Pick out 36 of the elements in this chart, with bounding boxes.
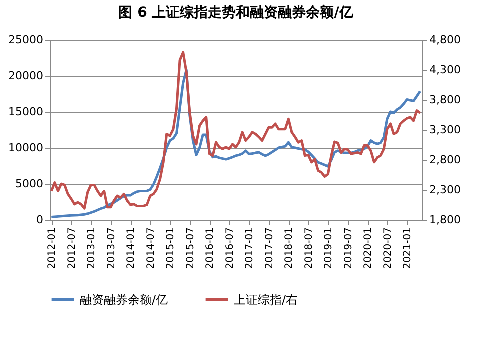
x-tick-label: 2013-07 (106, 228, 118, 270)
x-tick-label: 2019-07 (343, 228, 354, 270)
y-tick-label: 0 (36, 214, 44, 226)
x-tick-label: 2018-07 (304, 228, 315, 270)
x-tick-label: 2015-01 (166, 228, 177, 270)
x-tick-label: 2016-07 (224, 228, 236, 270)
x-tick-label: 2020-01 (363, 228, 374, 270)
y-tick-label: 25000 (8, 34, 44, 46)
x-tick-label: 2018-01 (284, 228, 296, 270)
y-tick-label: 5000 (16, 178, 44, 190)
y2-tick-label: 1,800 (430, 214, 461, 226)
y2-tick-label: 4,800 (430, 34, 461, 46)
line-series (50, 51, 422, 210)
legend-label: 融资融券余额/亿 (80, 293, 168, 307)
x-tick-label: 2013-01 (86, 228, 98, 270)
x-tick-label: 2016-01 (205, 228, 216, 270)
legend-label: 上证综指/右 (234, 293, 298, 307)
chart-title: 图 6 上证综指走势和融资融券余额/亿 (118, 4, 354, 21)
x-tick-label: 2017-01 (244, 228, 256, 270)
x-tick-label: 2021-01 (402, 228, 414, 270)
x-tick-label: 2014-01 (126, 228, 138, 270)
y2-tick-label: 3,300 (430, 124, 461, 136)
x-tick-label: 2020-07 (382, 228, 394, 270)
y2-tick-label: 3,800 (430, 94, 461, 106)
y2-tick-label: 4,300 (430, 64, 461, 76)
y2-tick-label: 2,300 (430, 184, 461, 196)
y-tick-label: 10000 (8, 142, 44, 154)
x-tick-label: 2014-07 (146, 228, 157, 270)
x-tick-label: 2012-07 (66, 228, 78, 270)
x-tick-label: 2019-01 (324, 228, 335, 270)
x-tick-label: 2017-07 (264, 228, 276, 270)
x-tick-label: 2012-01 (47, 228, 58, 270)
x-tick-label: 2015-07 (185, 228, 196, 270)
y-tick-label: 20000 (8, 70, 44, 82)
y2-tick-label: 2,800 (430, 154, 461, 166)
y-tick-label: 15000 (8, 106, 44, 118)
